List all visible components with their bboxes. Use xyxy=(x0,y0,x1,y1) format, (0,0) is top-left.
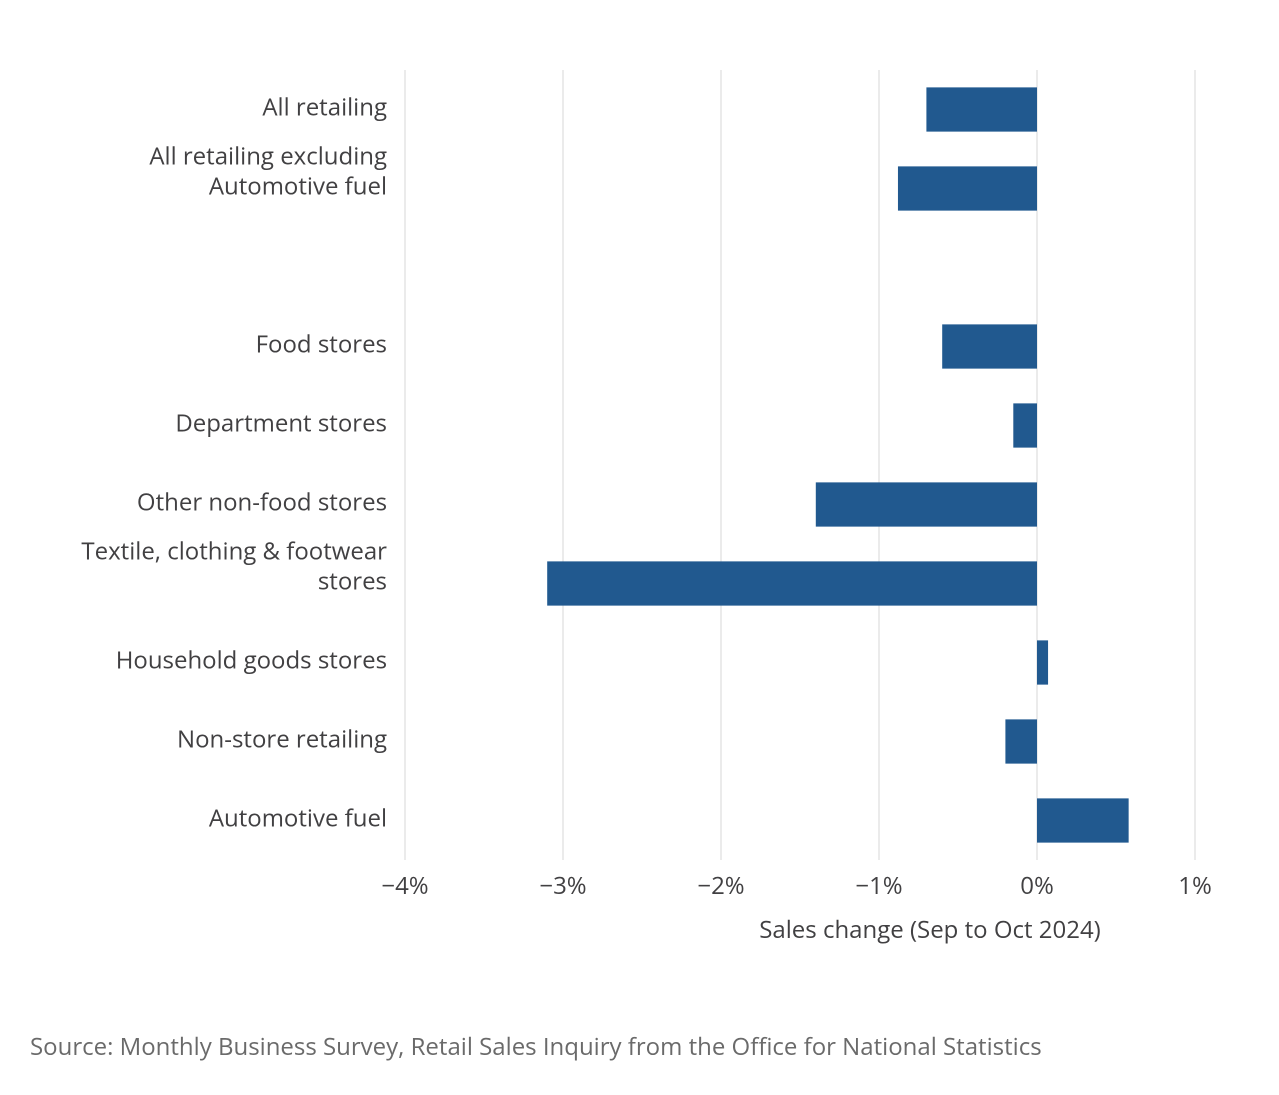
bar xyxy=(1037,640,1048,684)
x-tick-label: 1% xyxy=(1178,869,1212,902)
x-tick-label: −3% xyxy=(539,869,586,902)
chart-svg: All retailing All retailing excludingAuto… xyxy=(30,30,1255,980)
bar xyxy=(1013,403,1037,447)
x-tick-label: −4% xyxy=(381,869,428,902)
category-label: Non-store retailing xyxy=(177,723,387,756)
category-label: Food stores xyxy=(256,328,387,361)
category-label: All retailing excludingAutomotive fuel xyxy=(149,140,387,203)
bar xyxy=(1037,798,1129,842)
bar xyxy=(816,482,1037,526)
bar xyxy=(926,87,1037,131)
bar xyxy=(942,324,1037,368)
x-tick-label: 0% xyxy=(1020,869,1054,902)
bar xyxy=(547,561,1037,605)
category-label: Automotive fuel xyxy=(209,802,387,835)
category-label: Department stores xyxy=(175,407,387,440)
x-tick-label: −1% xyxy=(855,869,902,902)
category-label: Textile, clothing & footwearstores xyxy=(81,535,387,598)
category-label: Household goods stores xyxy=(116,644,387,677)
source-caption: Source: Monthly Business Survey, Retail … xyxy=(30,1030,1180,1065)
bar xyxy=(1005,719,1037,763)
x-axis-title: Sales change (Sep to Oct 2024) xyxy=(759,913,1101,946)
x-tick-label: −2% xyxy=(697,869,744,902)
bar xyxy=(898,166,1037,210)
sales-change-chart: All retailing All retailing excludingAuto… xyxy=(30,30,1239,980)
category-label: Other non-food stores xyxy=(137,486,387,519)
category-label: All retailing xyxy=(262,91,387,124)
